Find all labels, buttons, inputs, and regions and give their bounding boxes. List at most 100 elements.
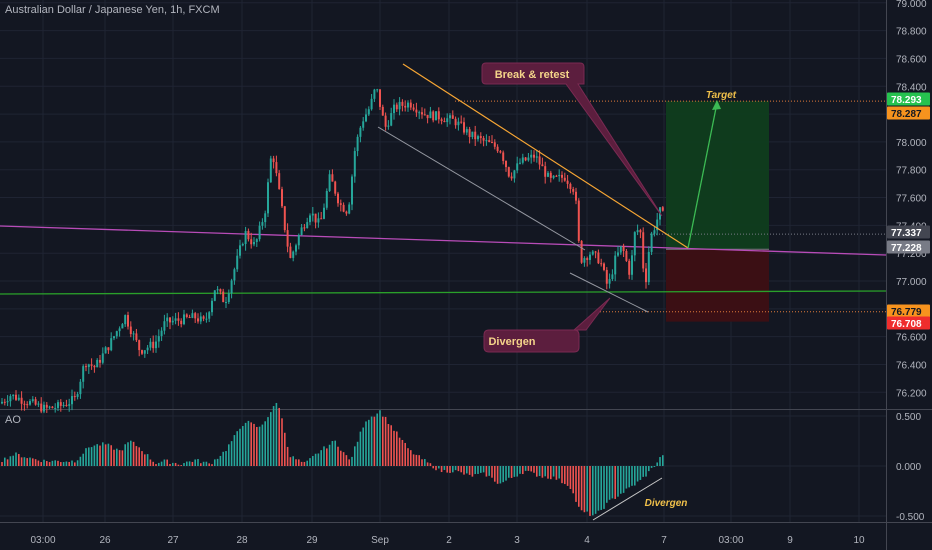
candle-body [359, 127, 362, 137]
ao-bar [569, 466, 572, 489]
candle-body [356, 136, 359, 152]
ao-divergence-line [592, 477, 663, 521]
ao-bar [76, 460, 79, 466]
ao-bar [158, 462, 160, 466]
magenta-trendline [0, 225, 887, 256]
ao-bar [186, 461, 188, 466]
candle-body [303, 227, 306, 229]
ao-bar [155, 464, 157, 466]
candle-body [510, 176, 513, 179]
ao-bar [541, 466, 544, 478]
candle-body [661, 207, 664, 211]
ao-bar [320, 450, 322, 466]
candle-body [171, 320, 174, 323]
ao-bar [544, 466, 546, 477]
ao-bar [298, 459, 300, 466]
ao-bar [303, 461, 306, 466]
candle-body [194, 313, 197, 319]
candle-body [549, 172, 552, 178]
ao-bar [51, 460, 54, 466]
ao-bar [438, 466, 440, 469]
price-badge-entry [887, 240, 930, 254]
ao-bar [62, 462, 65, 466]
candle-body [591, 251, 594, 255]
candle-body [236, 255, 239, 270]
candle-body [519, 162, 521, 164]
ao-bar [96, 444, 98, 466]
candle-body [135, 333, 138, 341]
candle-body [177, 318, 180, 321]
candle-body [323, 207, 325, 219]
x-tick-label: 3 [514, 535, 520, 546]
candle-body [479, 136, 482, 138]
ao-bar [202, 461, 205, 466]
callout-divergen-text: Divergen [488, 336, 535, 348]
ao-bar [555, 466, 558, 480]
candle-body [611, 274, 614, 280]
ao-bar [43, 459, 45, 466]
candle-body [339, 203, 342, 205]
ao-bar [233, 435, 236, 466]
callout-break-retest [481, 62, 663, 217]
ao-bar [65, 461, 68, 466]
candle-body [3, 401, 6, 403]
candle-body [328, 174, 331, 191]
candle-body [569, 183, 572, 190]
candle-body [87, 364, 90, 368]
candle-body [395, 104, 398, 110]
ao-bar [85, 448, 87, 466]
chart-title: Australian Dollar / Japanese Yen, 1h, FX… [5, 4, 220, 16]
candle-body [465, 129, 468, 133]
candle-body [575, 191, 577, 201]
ao-bar [284, 432, 286, 466]
candle-body [143, 350, 146, 354]
ao-bar [471, 466, 474, 477]
ao-bar [499, 466, 502, 484]
ao-bar [552, 466, 555, 477]
candle-body [482, 137, 485, 141]
candle-body [533, 154, 535, 158]
candle-body [163, 321, 166, 331]
candle-body [398, 101, 401, 110]
ao-indicator-label: AO [5, 414, 21, 426]
candle-body [348, 204, 351, 214]
x-tick-label: 4 [584, 535, 590, 546]
candle-body [76, 394, 79, 397]
y-tick-label: 78.000 [896, 138, 927, 149]
divergence-price-line [569, 272, 649, 313]
ao-bar [211, 464, 213, 466]
candle-body [211, 300, 213, 313]
ao-bar [326, 448, 328, 466]
candle-body [283, 206, 286, 231]
ao-bar [194, 459, 196, 466]
candle-body [521, 157, 524, 163]
candle-body [563, 177, 566, 181]
ao-bar [110, 445, 112, 466]
candle-body [488, 140, 491, 143]
candle-body [166, 317, 169, 322]
candle-body [603, 263, 605, 270]
ao-bar [642, 466, 644, 477]
candle-body [407, 102, 409, 108]
ao-bar [580, 466, 583, 511]
ao-bar [102, 442, 104, 466]
ao-bar [314, 453, 317, 466]
y-tick-label: 76.400 [896, 360, 927, 371]
ao-bar [401, 439, 404, 466]
candle-body [552, 175, 555, 178]
candle-body [524, 157, 527, 161]
candle-body [101, 353, 104, 363]
x-tick-label: 03:00 [30, 535, 55, 546]
candle-body [45, 404, 48, 408]
ao-bar [267, 417, 269, 466]
ao-bar [650, 466, 653, 468]
ao-bar [197, 459, 199, 466]
ao-bar [275, 402, 278, 466]
candle-body [59, 402, 62, 406]
candle-body [225, 302, 227, 304]
ao-bar [594, 466, 597, 514]
ao-bar [524, 466, 527, 471]
ao-bar [180, 465, 182, 466]
x-tick-label: 28 [236, 535, 248, 546]
